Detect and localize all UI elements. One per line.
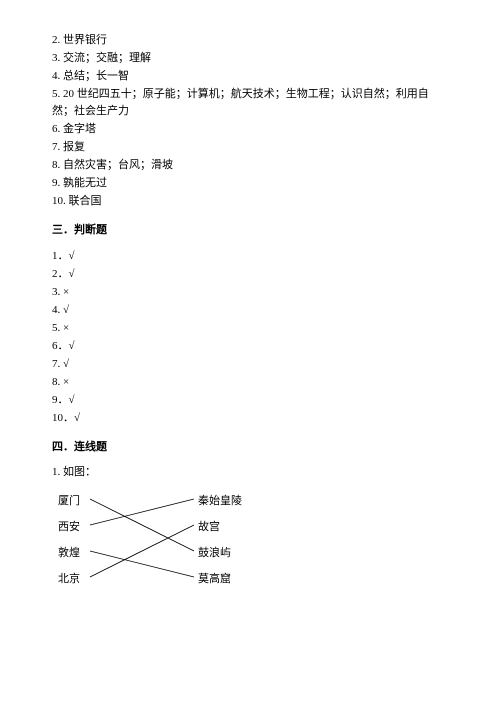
match-right-item: 故宫 bbox=[198, 519, 220, 536]
match-left-item: 厦门 bbox=[58, 493, 80, 510]
judge-line: 8. × bbox=[52, 374, 448, 391]
judge-line: 10．√ bbox=[52, 410, 448, 427]
answer-line: 3. 交流；交融；理解 bbox=[52, 50, 448, 67]
match-intro: 1. 如图： bbox=[52, 464, 448, 481]
fill-answers-block: 2. 世界银行 3. 交流；交融；理解 4. 总结；长一智 5. 20 世纪四五… bbox=[52, 32, 448, 210]
judge-line: 2．√ bbox=[52, 266, 448, 283]
match-right-item: 秦始皇陵 bbox=[198, 493, 242, 510]
judge-line: 9．√ bbox=[52, 392, 448, 409]
section-match-title: 四．连线题 bbox=[52, 439, 448, 456]
matching-diagram: 厦门 西安 敦煌 北京 秦始皇陵 故宫 鼓浪屿 莫高窟 bbox=[58, 491, 298, 611]
answer-line: 8. 自然灾害；台风；滑坡 bbox=[52, 157, 448, 174]
judge-line: 1．√ bbox=[52, 248, 448, 265]
answer-line: 2. 世界银行 bbox=[52, 32, 448, 49]
match-lines-svg bbox=[58, 491, 298, 611]
answer-line: 9. 孰能无过 bbox=[52, 175, 448, 192]
judge-line: 3. × bbox=[52, 284, 448, 301]
match-right-item: 鼓浪屿 bbox=[198, 545, 231, 562]
answer-line: 5. 20 世纪四五十；原子能；计算机；航天技术；生物工程；认识自然；利用自然；… bbox=[52, 86, 448, 120]
match-left-item: 北京 bbox=[58, 571, 80, 588]
answer-line: 4. 总结；长一智 bbox=[52, 68, 448, 85]
match-right-item: 莫高窟 bbox=[198, 571, 231, 588]
judge-answers-block: 1．√ 2．√ 3. × 4. √ 5. × 6．√ 7. √ 8. × 9．√… bbox=[52, 248, 448, 427]
match-left-item: 西安 bbox=[58, 519, 80, 536]
match-left-item: 敦煌 bbox=[58, 545, 80, 562]
answer-line: 10. 联合国 bbox=[52, 193, 448, 210]
judge-line: 4. √ bbox=[52, 302, 448, 319]
judge-line: 7. √ bbox=[52, 356, 448, 373]
answer-line: 6. 金字塔 bbox=[52, 121, 448, 138]
judge-line: 6．√ bbox=[52, 338, 448, 355]
answer-line: 7. 报复 bbox=[52, 139, 448, 156]
judge-line: 5. × bbox=[52, 320, 448, 337]
section-judge-title: 三．判断题 bbox=[52, 222, 448, 239]
